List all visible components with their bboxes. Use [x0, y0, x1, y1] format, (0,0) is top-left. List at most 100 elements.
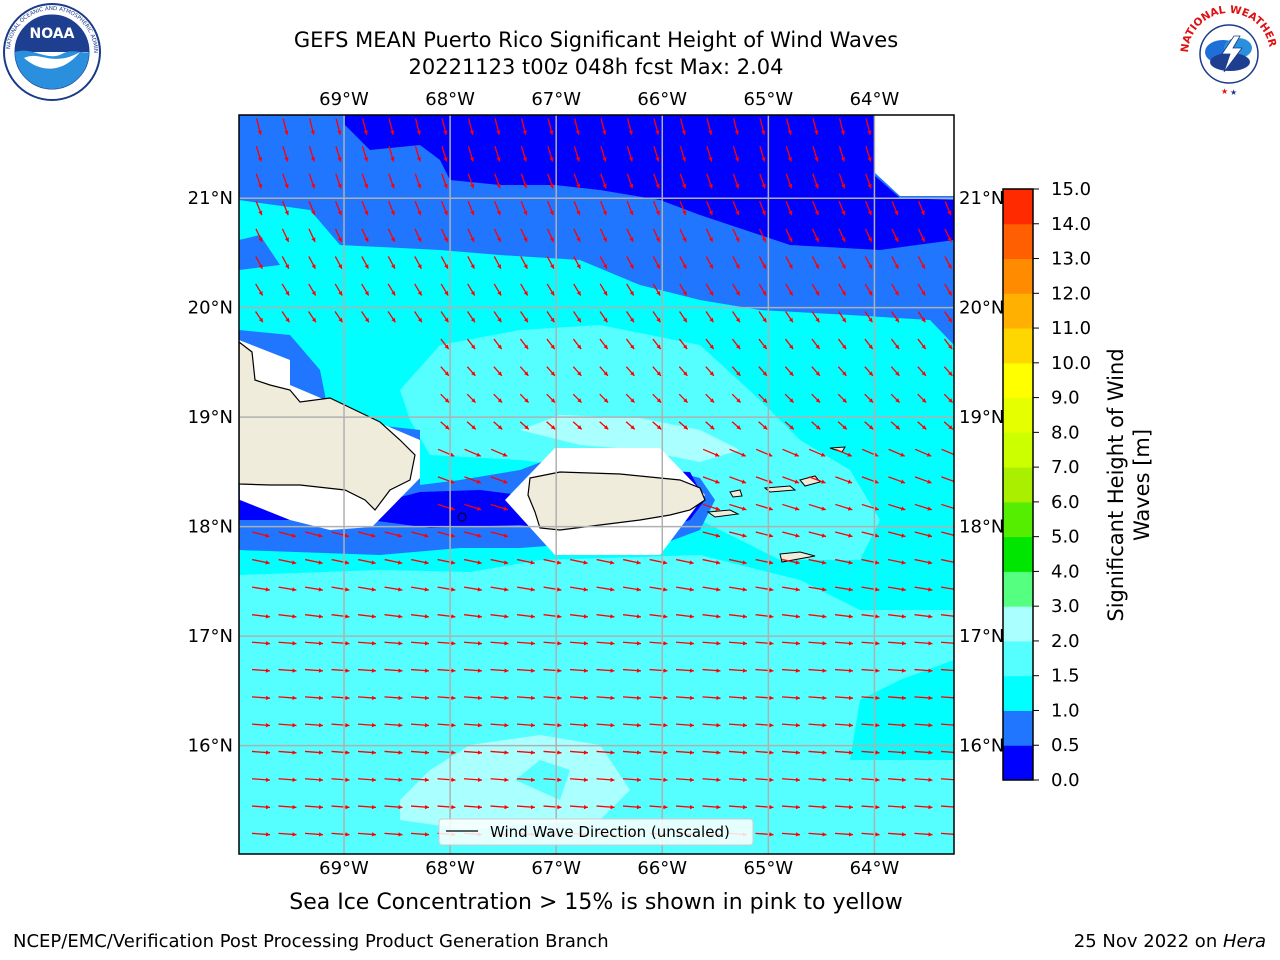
arrow-head: [630, 398, 635, 403]
arrow-head: [921, 425, 927, 430]
footer-host: Hera: [1222, 931, 1266, 952]
arrow-head: [716, 804, 721, 810]
arrow-head: [610, 614, 615, 619]
arrow-head: [398, 587, 403, 592]
arrow-head: [716, 668, 721, 673]
arrow-head: [663, 614, 668, 619]
arrow-head: [530, 777, 535, 782]
arrow-head: [663, 641, 668, 646]
arrow-head: [444, 398, 450, 403]
arrow-head: [769, 668, 774, 673]
legend-label: Wind Wave Direction (unscaled): [490, 823, 730, 841]
arrow-head: [610, 777, 615, 782]
arrow-head: [894, 264, 899, 269]
arrow-head: [444, 425, 450, 430]
arrow-head: [292, 695, 297, 701]
arrow-legend: Wind Wave Direction (unscaled): [438, 818, 754, 846]
arrow-head: [769, 641, 774, 646]
arrow-head: [416, 130, 421, 135]
arrow-head: [955, 778, 959, 782]
arrow-head: [310, 157, 316, 162]
arrow-head: [875, 641, 880, 646]
arrow-head: [583, 804, 588, 810]
arrow-head: [398, 777, 403, 782]
arrow-head: [292, 750, 297, 755]
arrow-head: [417, 264, 422, 269]
arrow-head: [794, 479, 800, 484]
arrow-head: [842, 344, 847, 350]
arrow-head: [689, 804, 694, 810]
arrow-head: [822, 641, 827, 646]
arrow-head: [497, 344, 502, 350]
lat-tick-label-left: 18°N: [188, 517, 233, 538]
arrow-head: [875, 668, 880, 673]
arrow-head: [796, 860, 800, 864]
arrow-head: [470, 237, 475, 242]
lat-tick-label-left: 20°N: [188, 298, 233, 319]
arrow-head: [575, 130, 580, 135]
arrow-head: [815, 398, 821, 403]
svg-text:★: ★: [1230, 88, 1237, 97]
arrow-head: [716, 614, 721, 619]
arrow-head: [476, 506, 482, 511]
arrow-head: [875, 723, 880, 728]
arrow-head: [530, 614, 535, 619]
arrow-head: [451, 777, 456, 782]
arrow-head: [874, 533, 880, 538]
arrow-head: [822, 723, 827, 728]
lon-tick-label-top: 68°W: [425, 89, 475, 110]
arrow-head: [371, 668, 376, 673]
arrow-head: [371, 587, 376, 592]
arrow-head: [523, 237, 528, 242]
arrow-head: [477, 723, 482, 728]
arrow-head: [681, 157, 687, 162]
arrow-head: [583, 695, 588, 701]
arrow-head: [265, 668, 270, 673]
map-tick-labels: 69°W 69°W 68°W 68°W 67°W 67°W 66°W 66°W 65°W 65°W…: [188, 89, 1005, 879]
arrow-head: [371, 777, 376, 782]
arrow-head: [682, 317, 687, 323]
arrow-head: [926, 452, 932, 457]
arrow-head: [503, 533, 509, 538]
vieques-land: [706, 509, 740, 518]
arrow-head: [258, 290, 263, 296]
arrow-head: [364, 210, 369, 216]
arrow-head: [867, 183, 872, 189]
arrow-head: [788, 210, 793, 216]
arrow-head: [690, 860, 694, 864]
arrow-head: [337, 210, 342, 216]
arrow-head: [822, 750, 827, 755]
colorbar-segment: [1003, 362, 1033, 399]
arrow-head: [390, 183, 395, 189]
arrow-head: [391, 264, 395, 269]
arrow-head: [901, 641, 906, 646]
arrow-head: [344, 560, 350, 565]
arrow-head: [311, 290, 316, 296]
arrow-head: [345, 695, 350, 701]
arrow-head: [928, 777, 933, 782]
colorbar-segment: [1003, 432, 1033, 468]
arrow-head: [900, 452, 905, 457]
lat-tick-label-left: 17°N: [188, 626, 233, 647]
colorbar-tick-label: 7.0: [1051, 457, 1080, 478]
colorbar-tick-label: 8.0: [1051, 422, 1080, 443]
arrow-head: [867, 237, 872, 242]
arrow-head: [496, 130, 501, 135]
arrow-head: [820, 452, 826, 457]
arrow-head: [789, 344, 794, 350]
arrow-head: [928, 641, 933, 646]
arrow-head: [417, 317, 422, 323]
arrow-head: [371, 641, 376, 646]
svg-text:NOAA: NOAA: [30, 26, 75, 42]
arrow-head: [603, 290, 608, 296]
arrow-head: [449, 452, 455, 457]
arrow-head: [338, 290, 343, 296]
lon-tick-label-top: 67°W: [531, 89, 581, 110]
footer-credit: NCEP/EMC/Verification Post Processing Pr…: [13, 931, 609, 952]
arrow-head: [636, 777, 641, 782]
arrow-head: [443, 130, 448, 135]
arrow-head: [921, 398, 927, 403]
arrow-head: [497, 398, 503, 403]
arrow-head: [471, 344, 476, 350]
arrow-head: [318, 641, 323, 646]
